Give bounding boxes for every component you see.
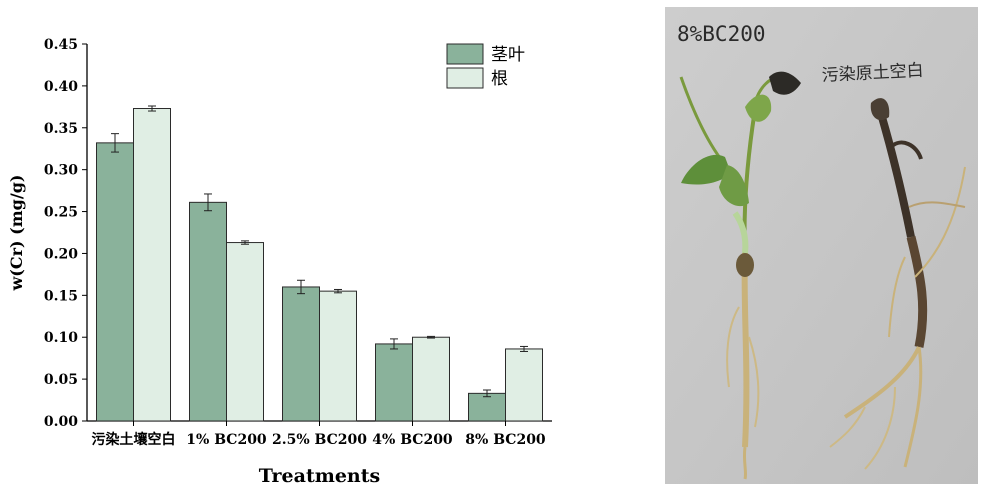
y-tick-label: 0.15	[44, 288, 78, 304]
y-tick-label: 0.05	[44, 372, 78, 388]
bar-stem-leaf	[282, 286, 320, 422]
bar-root	[133, 108, 171, 422]
photo-label-left: 8%BC200	[677, 22, 766, 46]
photo-shading	[665, 7, 978, 484]
bar-stem-leaf	[468, 392, 506, 422]
y-tick-label: 0.00	[44, 414, 78, 430]
y-tick-label: 0.25	[44, 205, 78, 221]
x-tick-label: 4% BC200	[372, 432, 453, 448]
bar-stem-leaf	[96, 142, 134, 422]
bar-root	[412, 336, 450, 422]
y-tick-label: 0.30	[44, 163, 78, 179]
y-tick-label: 0.35	[44, 121, 78, 137]
legend-swatch	[446, 43, 484, 65]
x-tick-label: 污染土壤空白	[92, 431, 176, 448]
x-tick-label: 8% BC200	[465, 432, 546, 448]
y-axis-title: w(Cr) (mg/g)	[7, 175, 26, 292]
x-tick-label: 1% BC200	[186, 432, 267, 448]
y-tick-label: 0.45	[44, 37, 78, 53]
y-tick-label: 0.10	[44, 330, 78, 346]
bar-chart-svg: 0.00 0.05 0.10 0.15 0.20 0.25 0.30 0.35 0.40 0.45…	[7, 37, 552, 487]
bar-root	[226, 242, 264, 422]
bar-stem-leaf	[375, 343, 413, 422]
bar-chart: 0.00 0.05 0.10 0.15 0.20 0.25 0.30 0.35 0.40 0.45…	[7, 37, 552, 487]
y-tick-label: 0.40	[44, 79, 78, 95]
plant-photo: 8%BC200 污染原土空白	[665, 7, 978, 484]
bar-root	[319, 290, 357, 422]
healthy-plant	[679, 71, 801, 480]
legend-label: 茎叶	[491, 45, 525, 65]
x-tick-label: 2.5% BC200	[272, 432, 367, 448]
withered-plant	[829, 98, 966, 470]
legend-label: 根	[491, 69, 508, 89]
x-axis-title: Treatments	[259, 465, 380, 487]
bar-root	[505, 348, 543, 422]
y-tick-label: 0.20	[44, 246, 78, 262]
bar-stem-leaf	[189, 201, 227, 422]
plant-photo-svg: 8%BC200 污染原土空白	[665, 7, 978, 484]
legend-swatch	[446, 67, 484, 89]
